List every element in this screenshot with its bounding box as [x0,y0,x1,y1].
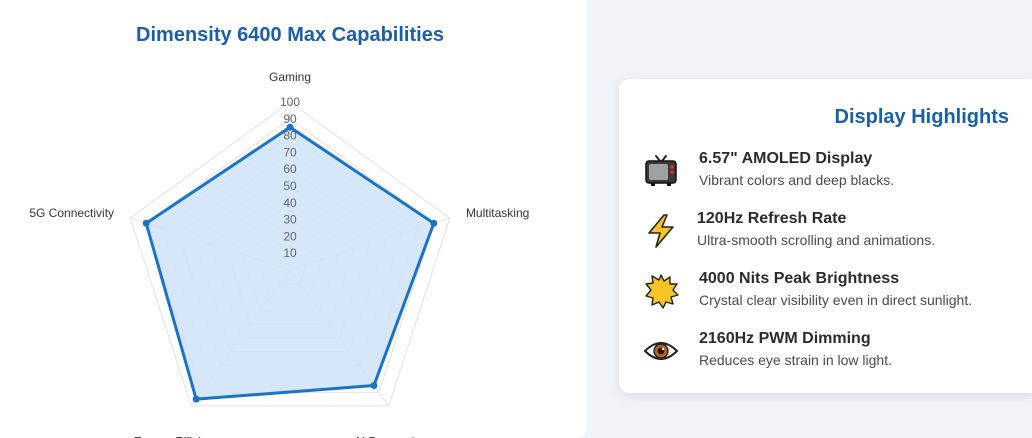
data-point [430,219,438,227]
tick-label: 20 [283,229,297,243]
data-point [370,382,378,390]
tick-label: 100 [280,95,300,109]
display-highlights-card: Display Highlights 6.57" AMOLED Display … [619,79,1032,393]
tick-label: 80 [283,129,297,143]
highlight-desc: Vibrant colors and deep blacks. [699,172,895,188]
tick-label: 10 [283,246,297,260]
category-label: Energy Efficiency [134,435,227,438]
highlight-desc: Ultra-smooth scrolling and animations. [697,232,936,248]
eye-icon [643,342,679,360]
highlight-name: 6.57" AMOLED Display [699,150,873,167]
category-label: Multitasking [466,206,529,220]
chart-title: Dimensity 6400 Max Capabilities [136,24,444,46]
tick-label: 30 [283,213,297,227]
highlight-name: 2160Hz PWM Dimming [699,330,871,347]
highlights-title: Display Highlights [834,106,1009,128]
category-label: Gaming [269,70,311,84]
highlight-name: 4000 Nits Peak Brightness [699,270,900,287]
sun-burst-icon [645,274,679,309]
data-point [142,219,150,227]
highlight-name: 120Hz Refresh Rate [697,210,847,227]
tick-label: 70 [283,145,297,159]
highlight-desc: Crystal clear visibility even in direct … [699,292,973,308]
highlight-item-amoled: 6.57" AMOLED Display Vibrant colors and … [643,149,1023,197]
category-label: 5G Connectivity [29,206,114,220]
lightning-icon [648,214,674,248]
highlight-item-brightness: 4000 Nits Peak Brightness Crystal clear … [643,269,1023,317]
tv-icon [645,155,677,186]
tick-label: 90 [283,112,297,126]
tick-label: 40 [283,196,297,210]
highlight-desc: Reduces eye strain in low light. [699,352,892,368]
grid-ring [129,101,451,407]
highlight-item-refresh: 120Hz Refresh Rate Ultra-smooth scrollin… [643,209,1023,257]
data-point [192,395,200,403]
tick-label: 60 [283,162,297,176]
highlight-item-pwm: 2160Hz PWM Dimming Reduces eye strain in… [643,329,1023,377]
category-label: AI Processing [354,435,428,438]
series-area [144,125,436,401]
data-point [286,123,294,131]
chart-card: Dimensity 6400 Max Capabilities 10 20 30 40… [0,0,587,438]
tick-label: 50 [283,179,297,193]
radar-chart: 10 20 30 40 50 60 70 80 90 100 Gaming Multitasking A… [29,70,529,438]
